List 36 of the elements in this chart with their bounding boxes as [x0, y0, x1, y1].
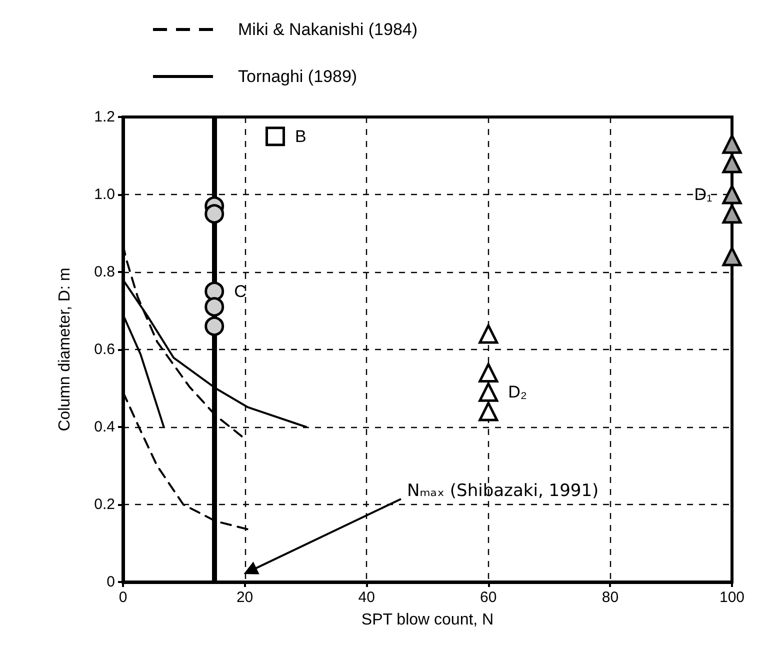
- x-tick-label: 60: [480, 589, 497, 606]
- y-tick-label: 0.2: [94, 496, 115, 513]
- point: [722, 204, 742, 224]
- point: [266, 126, 285, 146]
- point: [204, 316, 224, 336]
- point: [722, 134, 742, 154]
- y-tick-label: 0.6: [94, 341, 115, 358]
- x-axis-title: SPT blow count, N: [361, 612, 494, 628]
- legend-label: Miki & Nakanishi (1984): [238, 20, 418, 39]
- point: [722, 246, 742, 266]
- x-tick-label: 100: [719, 589, 745, 606]
- series-label: B: [295, 126, 306, 146]
- point: [478, 363, 498, 382]
- y-tick-label: 0.4: [94, 418, 115, 436]
- point: [204, 204, 224, 224]
- series-label: D₂: [508, 382, 528, 402]
- x-tick-label: 80: [602, 589, 619, 606]
- annotation: Nₘₐₓ (Shibazaki, 1991): [407, 481, 599, 501]
- y-tick-label: 1.2: [94, 108, 115, 126]
- point: [478, 324, 498, 344]
- x-tick-label: 0: [118, 589, 128, 606]
- y-axis-title: Column diameter, D: m: [56, 268, 74, 432]
- y-tick-label: 1.0: [94, 186, 115, 203]
- legend-label: Tornaghi (1989): [238, 67, 358, 86]
- y-tick-label: 0: [106, 574, 115, 590]
- x-tick-label: 20: [236, 589, 254, 606]
- x-tick-label: 40: [358, 589, 375, 606]
- point: [478, 402, 498, 422]
- point: [722, 154, 742, 174]
- series-label: D₁: [694, 185, 713, 204]
- point: [204, 297, 224, 317]
- point: [722, 184, 742, 204]
- y-tick-label: 0.8: [94, 264, 115, 280]
- point: [478, 382, 498, 402]
- point: [204, 282, 224, 302]
- series-label: C: [234, 282, 246, 301]
